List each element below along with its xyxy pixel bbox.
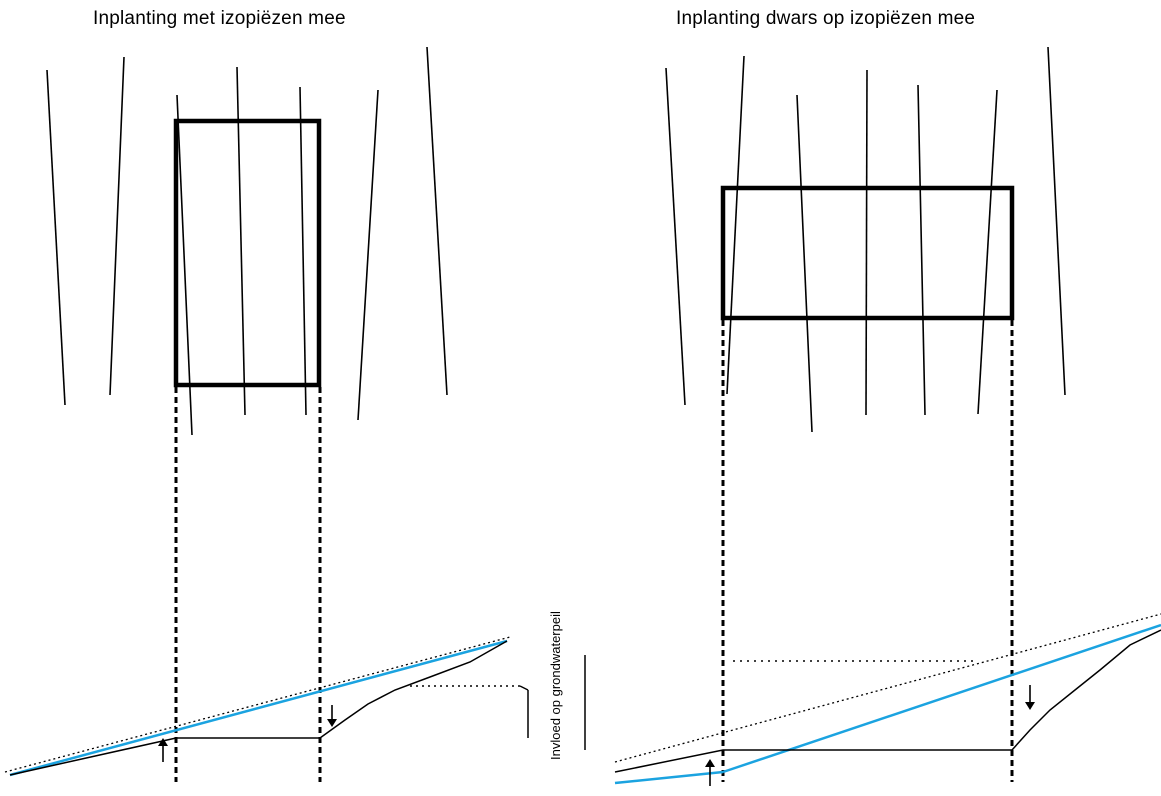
left-isopieze-line-5 — [299, 86, 307, 416]
right-original-gradient-line — [614, 613, 1161, 763]
right-groundwater-line-main — [722, 623, 1161, 774]
left-projection-lines — [174, 387, 322, 782]
right-projection-lines — [721, 320, 1014, 782]
right-building-rect — [720, 185, 1015, 321]
left-isopieze-line-1 — [46, 69, 66, 406]
left-panel-title: Inplanting met izopiëzen mee — [93, 8, 346, 29]
right-isopieze-line-3 — [796, 94, 813, 433]
left-isopieze-line-6 — [357, 89, 379, 421]
left-down-arrow — [327, 705, 337, 727]
left-isopieze-line-2 — [109, 56, 125, 396]
right-isopiezen-lines — [665, 46, 1066, 433]
left-isopiezen-lines — [46, 46, 448, 436]
right-up-arrow — [705, 759, 715, 786]
right-isopieze-line-7 — [1047, 46, 1066, 396]
left-isopieze-line-3 — [176, 94, 193, 436]
right-profile — [614, 613, 1161, 786]
left-isopieze-line-7 — [426, 46, 448, 396]
right-isopieze-line-1 — [665, 67, 686, 406]
right-isopieze-line-6 — [977, 89, 998, 415]
right-down-arrow — [1025, 685, 1035, 710]
right-isopieze-line-2 — [726, 55, 745, 395]
left-profile — [4, 636, 586, 777]
left-groundwater-line — [9, 639, 508, 777]
right-isopieze-line-4 — [865, 69, 868, 416]
left-up-arrow — [158, 738, 168, 762]
right-panel-title: Inplanting dwars op izopiëzen mee — [676, 8, 976, 29]
right-isopieze-line-5 — [917, 84, 926, 416]
left-building-rect — [173, 118, 322, 388]
left-original-gradient-line — [4, 636, 511, 773]
right-groundwater-line — [614, 770, 724, 785]
left-influence-bracket-top — [519, 685, 529, 691]
right-modified-profile — [614, 629, 1161, 773]
left-isopieze-line-4 — [236, 66, 246, 416]
left-modified-profile — [9, 640, 508, 776]
